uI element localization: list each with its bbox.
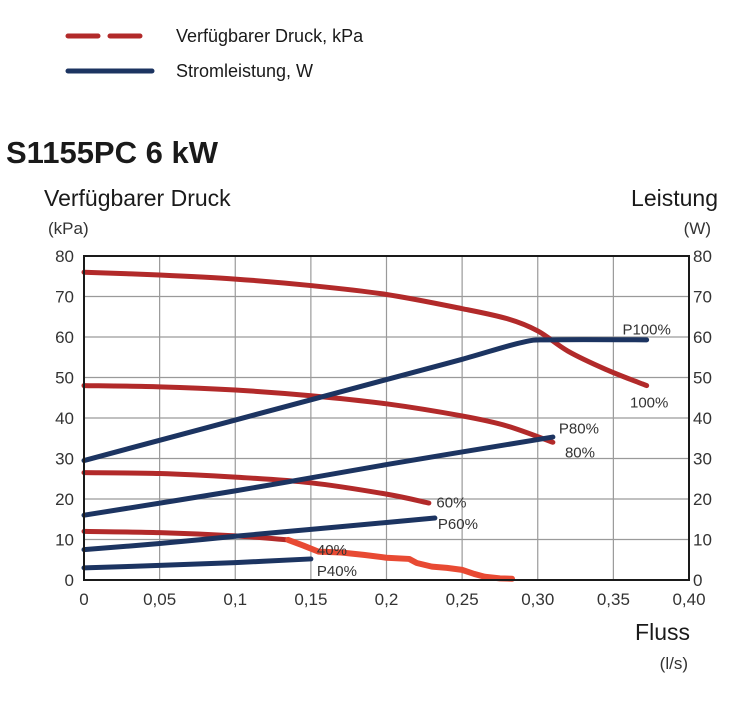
y-tick-label-left: 60 (55, 328, 74, 347)
curve-label-p100pct: P100% (622, 322, 670, 339)
y-tick-label-left: 20 (55, 490, 74, 509)
y-tick-label-left: 30 (55, 450, 74, 469)
x-tick-label: 0,40 (672, 590, 705, 609)
y-axis-right-unit: (W) (684, 219, 711, 238)
y-axis-right-title: Leistung (631, 185, 718, 211)
y-tick-label-left: 50 (55, 369, 74, 388)
curve-label-p80pct: P80% (559, 421, 599, 438)
legend-label-power: Stromleistung, W (176, 61, 313, 81)
curve-label-p60pct: P60% (438, 516, 478, 533)
curve-label-p40pct: P40% (317, 563, 357, 580)
series-line-pressure-80pct (81, 383, 556, 445)
y-axis-left-title: Verfügbarer Druck (44, 185, 231, 211)
x-tick-label: 0,30 (521, 590, 554, 609)
y-tick-label-left: 70 (55, 288, 74, 307)
curve-label-100pct: 100% (630, 395, 668, 412)
y-tick-label-left: 0 (65, 571, 74, 590)
series-group (81, 269, 650, 582)
legend: Verfügbarer Druck, kPa Stromleistung, W (65, 26, 364, 81)
y-tick-label-right: 80 (693, 247, 712, 266)
plot-frame (83, 255, 690, 581)
x-tick-label: 0,15 (294, 590, 327, 609)
curve-labels: P100% 100% P80% 80% 60% P60% 40% P40% (317, 322, 671, 580)
series-line-pressure-extension-40pct (285, 536, 516, 582)
x-tick-label: 0,05 (143, 590, 176, 609)
chart-title: S1155PC 6 kW (6, 135, 219, 170)
series-line-pressure-60pct (81, 470, 432, 506)
y-tick-label-right: 10 (693, 531, 712, 550)
x-axis-title: Fluss (635, 619, 690, 645)
series-line-power-p80pct (81, 434, 556, 518)
curve-label-40pct: 40% (317, 542, 347, 559)
x-tick-label: 0 (79, 590, 88, 609)
x-tick-label: 0,25 (446, 590, 479, 609)
y-tick-label-right: 70 (693, 288, 712, 307)
series-line-power-p100pct (81, 337, 650, 464)
curve-label-80pct: 80% (565, 444, 595, 461)
y-tick-label-left: 40 (55, 409, 74, 428)
series-line-pressure-40pct (81, 528, 291, 543)
curve-label-60pct: 60% (436, 495, 466, 512)
series-line-power-p40pct (81, 556, 314, 571)
y-tick-label-right: 30 (693, 450, 712, 469)
y-tick-label-right: 40 (693, 409, 712, 428)
y-tick-label-left: 10 (55, 531, 74, 550)
x-tick-label: 0,1 (223, 590, 247, 609)
x-axis-unit: (l/s) (660, 654, 688, 673)
series-line-pressure-100pct (81, 269, 650, 389)
x-tick-label: 0,2 (375, 590, 399, 609)
y-tick-label-left: 80 (55, 247, 74, 266)
y-axis-left-unit: (kPa) (48, 219, 89, 238)
series-line-power-p60pct (81, 515, 438, 553)
x-tick-label: 0,35 (597, 590, 630, 609)
y-tick-label-right: 60 (693, 328, 712, 347)
y-tick-label-right: 20 (693, 490, 712, 509)
y-tick-label-right: 0 (693, 571, 702, 590)
legend-label-pressure: Verfügbarer Druck, kPa (176, 26, 364, 46)
y-tick-label-right: 50 (693, 369, 712, 388)
